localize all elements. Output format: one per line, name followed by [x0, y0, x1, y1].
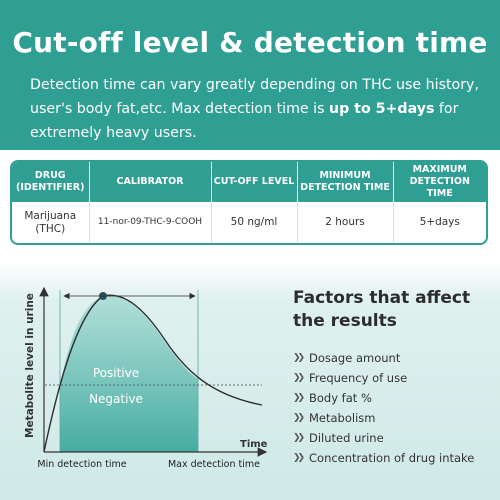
chevron-right-icon: ❯❯ — [293, 393, 305, 403]
description-end: for extremely heavy users. — [30, 101, 459, 141]
chevron-right-icon: ❯❯ — [293, 353, 305, 363]
factors-list: ❯❯ Dosage amount ❯❯ Frequency of use ❯❯ Bod… — [293, 348, 498, 468]
table-row: Marijuana (THC) 11-nor-09-THC-9-COOH 50 … — [12, 202, 486, 243]
factor-label: Body fat % — [309, 391, 372, 405]
negative-label: Negative — [89, 392, 143, 406]
factor-label: Metabolism — [309, 411, 376, 425]
positive-label: Positive — [93, 366, 139, 380]
header-calibrator: CALIBRATOR — [89, 162, 212, 202]
cell-drug: Marijuana (THC) — [12, 202, 90, 243]
max-detection-label: Max detection time — [168, 459, 260, 470]
factor-label: Frequency of use — [309, 371, 408, 385]
header-cutoff: CUT-OFF LEVEL — [211, 162, 298, 202]
header-drug: DRUG (IDENTIFIER) — [12, 162, 90, 202]
metabolite-curve — [43, 294, 263, 453]
list-item: ❯❯ Dosage amount — [293, 348, 498, 368]
factor-label: Dosage amount — [309, 351, 401, 365]
y-axis-label: Metabolite level in urine — [24, 293, 36, 438]
detection-table: DRUG (IDENTIFIER) CALIBRATOR CUT-OFF LEV… — [10, 160, 488, 245]
detection-area — [60, 295, 198, 452]
cell-min-time: 2 hours — [297, 202, 394, 243]
list-item: ❯❯ Body fat % — [293, 388, 498, 408]
x-axis-label: Time — [240, 439, 268, 450]
description-text: Detection time can vary greatly dependin… — [30, 77, 479, 117]
table-header-row: DRUG (IDENTIFIER) CALIBRATOR CUT-OFF LEV… — [12, 162, 486, 202]
page-title: Cut-off level & detection time — [12, 26, 488, 59]
cell-cutoff: 50 ng/ml — [211, 202, 298, 243]
min-detection-label: Min detection time — [37, 459, 126, 470]
factor-label: Concentration of drug intake — [309, 451, 475, 465]
detection-diagram: Positive Negative Metabolite level in ur… — [24, 286, 268, 470]
cell-max-time: 5+days — [419, 216, 460, 228]
factor-label: Diluted urine — [309, 431, 384, 445]
factors-title: Factors that affect the results — [293, 288, 471, 331]
cell-calibrator: 11-nor-09-THC-9-COOH — [89, 202, 212, 243]
list-item: ❯❯ Concentration of drug intake — [293, 448, 498, 468]
header-banner: Cut-off level & detection time Detection… — [0, 0, 500, 150]
chevron-right-icon: ❯❯ — [293, 413, 305, 423]
header-max-time: MAXIMUM DETECTION TIME — [393, 162, 486, 202]
header-min-time: MINIMUM DETECTION TIME — [297, 162, 394, 202]
description: Detection time can vary greatly dependin… — [30, 73, 480, 145]
list-item: ❯❯ Diluted urine — [293, 428, 498, 448]
list-item: ❯❯ Metabolism — [293, 408, 498, 428]
chevron-right-icon: ❯❯ — [293, 453, 305, 463]
description-bold: up to 5+days — [328, 101, 435, 117]
list-item: ❯❯ Frequency of use — [293, 368, 498, 388]
chevron-right-icon: ❯❯ — [293, 373, 305, 383]
chevron-right-icon: ❯❯ — [293, 433, 305, 443]
